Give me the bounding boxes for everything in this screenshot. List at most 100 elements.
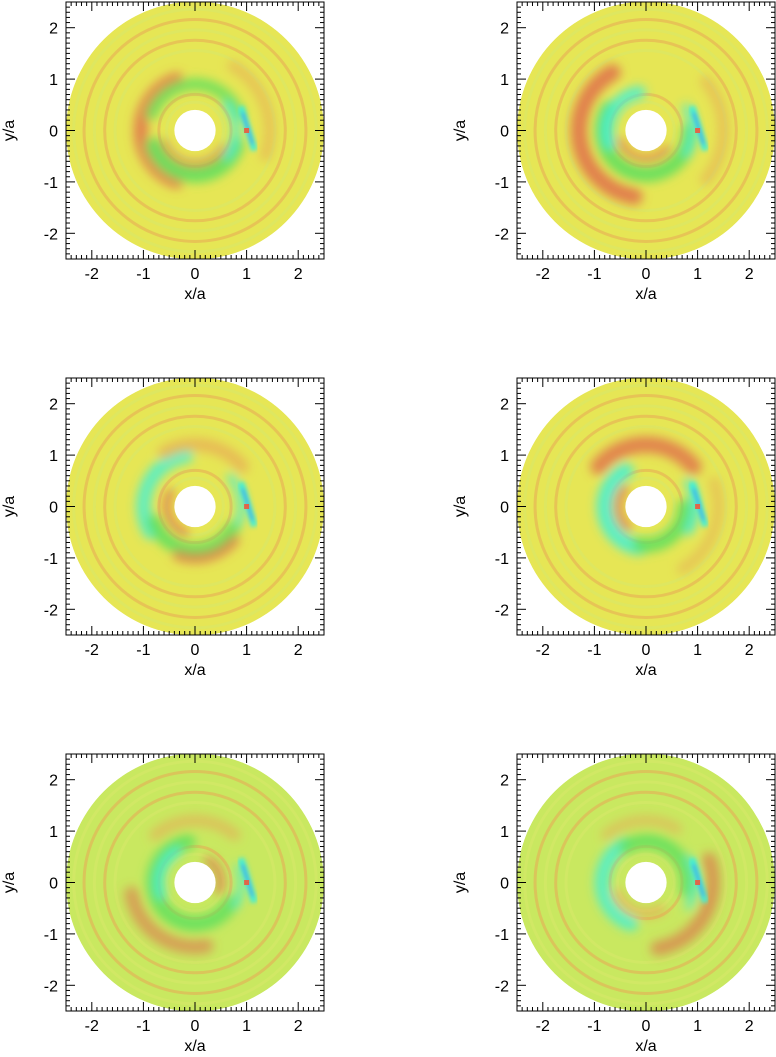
panel-5: -2 -1 0 1 2 -2 -1 0 1 2 x/a y/a (1, 753, 325, 1055)
x-axis-label: x/a (635, 1038, 656, 1055)
disk-ring (103, 790, 287, 975)
inner-hole (174, 861, 216, 904)
disk-ring (554, 38, 738, 223)
structure-arc (136, 448, 194, 540)
inner-hole (625, 861, 667, 904)
structure-arc (650, 852, 721, 956)
disk-ring (92, 28, 298, 233)
x-tick-label: -1 (136, 266, 150, 283)
planet-marker (695, 880, 701, 885)
y-axis-label: y/a (1, 120, 18, 141)
structure-arc (601, 815, 683, 841)
disk-ring (82, 18, 308, 243)
x-tick-label: 1 (242, 642, 251, 659)
structure-arc (615, 136, 672, 163)
disk-ring (82, 770, 308, 995)
structure-arc (632, 499, 692, 553)
y-tick-label: -2 (495, 602, 509, 619)
disk-ring (554, 414, 738, 599)
planet-marker (244, 504, 250, 509)
structure-arc (153, 846, 183, 901)
y-tick-label: -1 (495, 175, 509, 192)
structure-arc (600, 85, 646, 151)
planet-marker (695, 504, 701, 509)
disk-ring (82, 394, 308, 619)
inner-hole (625, 109, 667, 152)
axis-ticks (65, 753, 325, 1012)
panel-1: -2 -1 0 1 2 -2 -1 0 1 2 x/a y/a (1, 1, 325, 303)
x-tick-label: 2 (294, 1018, 303, 1035)
x-axis-label: x/a (635, 662, 656, 679)
disk-ring (113, 425, 277, 588)
y-tick-label: -2 (44, 226, 58, 243)
y-tick-label: 1 (49, 448, 58, 465)
y-tick-label: 2 (500, 397, 509, 414)
disk-ring (554, 790, 738, 975)
structure-arc (162, 488, 190, 538)
axis-ticks (516, 753, 776, 1012)
planet-marker (695, 128, 701, 133)
disk-ring (92, 780, 298, 985)
x-tick-label: 2 (294, 266, 303, 283)
x-tick-label: 2 (745, 642, 754, 659)
panel-6: -2 -1 0 1 2 -2 -1 0 1 2 x/a y/a (452, 753, 776, 1055)
disk-ring (157, 468, 233, 545)
structure-arc (590, 436, 702, 475)
x-tick-label: 2 (294, 642, 303, 659)
structure-arc (227, 60, 275, 162)
y-axis-label: y/a (1, 872, 18, 893)
x-tick-label: -1 (136, 1018, 150, 1035)
x-tick-label: -2 (85, 266, 99, 283)
x-axis-label: x/a (184, 1038, 205, 1055)
disk-ring (543, 404, 749, 609)
y-tick-label: -2 (44, 978, 58, 995)
x-tick-label: -1 (587, 642, 601, 659)
x-tick-label: 0 (642, 266, 651, 283)
x-axis-label: x/a (184, 286, 205, 303)
y-tick-label: 2 (49, 773, 58, 790)
y-tick-label: 1 (49, 824, 58, 841)
x-tick-label: -1 (587, 1018, 601, 1035)
y-axis-label: y/a (452, 872, 469, 893)
y-tick-label: 0 (49, 500, 58, 517)
x-tick-label: 2 (745, 1018, 754, 1035)
disk-ring (564, 801, 728, 964)
x-tick-label: 0 (191, 642, 200, 659)
x-tick-label: 0 (642, 1018, 651, 1035)
structure-arc (700, 75, 729, 186)
panel-4: -2 -1 0 1 2 -2 -1 0 1 2 x/a y/a (452, 377, 776, 679)
y-tick-label: -2 (495, 978, 509, 995)
structure-arc (612, 888, 667, 919)
structure-arc (594, 837, 639, 931)
x-tick-label: -2 (85, 642, 99, 659)
y-tick-label: 2 (49, 21, 58, 38)
disk-ring (92, 404, 298, 609)
y-tick-label: 0 (49, 124, 58, 141)
structure-arc (133, 72, 184, 189)
y-tick-label: 1 (500, 824, 509, 841)
y-tick-label: -2 (44, 602, 58, 619)
y-tick-label: 2 (500, 21, 509, 38)
inner-hole (174, 109, 216, 152)
inner-hole (174, 485, 216, 528)
y-tick-label: -2 (495, 226, 509, 243)
structure-arc (124, 886, 214, 955)
inner-hole (625, 485, 667, 528)
x-tick-label: 2 (745, 266, 754, 283)
y-tick-label: 1 (500, 448, 509, 465)
disk-ring (543, 28, 749, 233)
x-tick-label: -2 (85, 1018, 99, 1035)
planet-marker (244, 880, 250, 885)
y-axis-label: y/a (1, 496, 18, 517)
y-tick-label: 0 (500, 876, 509, 893)
y-tick-label: 0 (500, 124, 509, 141)
y-tick-label: 2 (49, 397, 58, 414)
panel-2: -2 -1 0 1 2 -2 -1 0 1 2 x/a y/a (452, 1, 776, 303)
structure-arc (682, 103, 696, 158)
y-tick-label: -1 (495, 551, 509, 568)
axis-ticks (65, 377, 325, 636)
y-axis-label: y/a (452, 120, 469, 141)
axis-ticks (65, 1, 325, 260)
disk-ring (564, 425, 728, 588)
